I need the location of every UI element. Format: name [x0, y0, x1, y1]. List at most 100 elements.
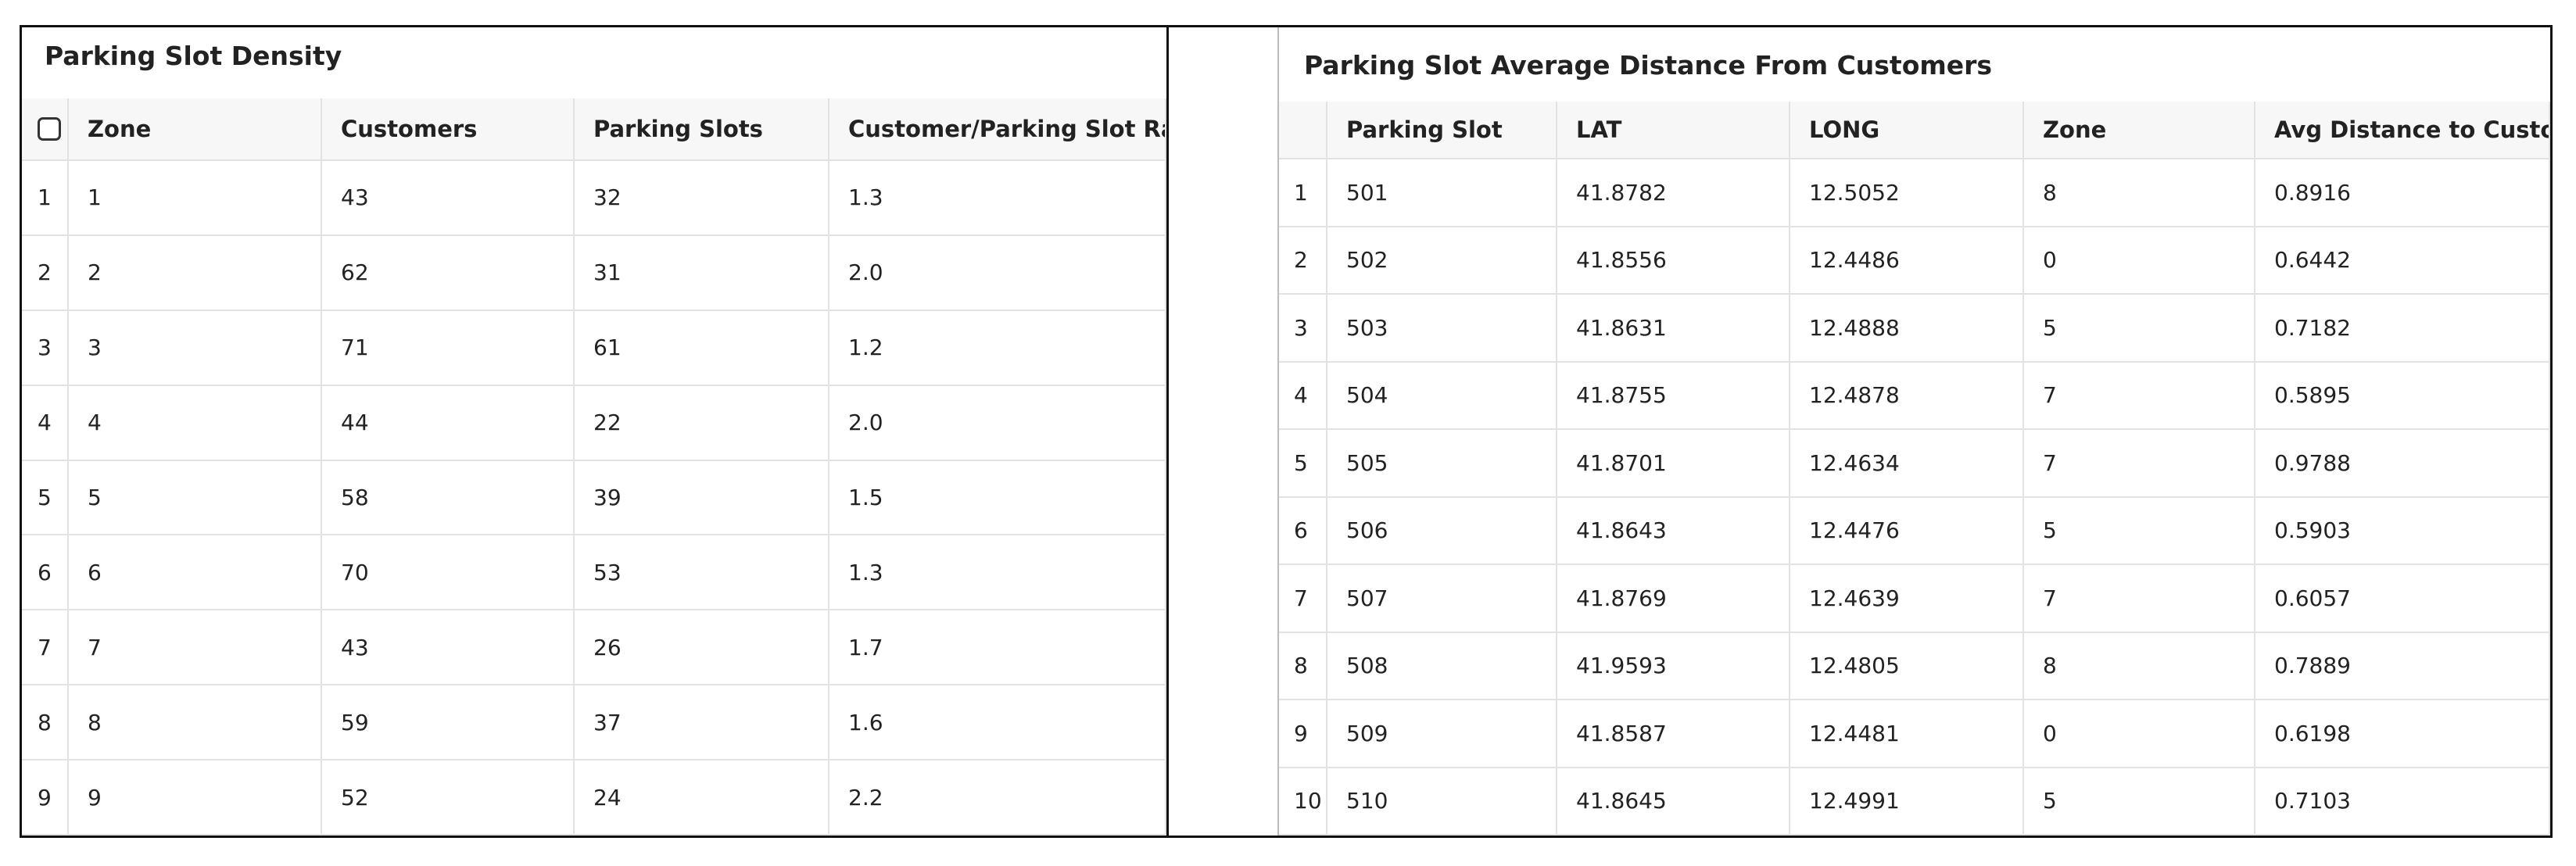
table-cell: 2.0 — [829, 235, 1166, 311]
table-cell: 0.5895 — [2255, 362, 2550, 430]
table-cell: 43 — [322, 610, 575, 686]
table-cell: 41.8587 — [1557, 700, 1790, 768]
row-number: 8 — [22, 685, 69, 761]
table-cell: 61 — [575, 310, 829, 386]
table-cell: 37 — [575, 685, 829, 761]
table-cell: 59 — [322, 685, 575, 761]
table-cell: 31 — [575, 235, 829, 311]
table-cell: 4 — [69, 385, 322, 461]
header-cell[interactable] — [22, 98, 69, 161]
column-header: Parking Slot — [1327, 102, 1557, 159]
table-cell: 0 — [2024, 700, 2255, 768]
table-cell: 41.8755 — [1557, 362, 1790, 430]
table-cell: 7 — [2024, 430, 2255, 498]
table-cell: 506 — [1327, 497, 1557, 565]
table-cell: 12.4878 — [1790, 362, 2024, 430]
row-number: 3 — [1278, 295, 1327, 363]
table-cell: 509 — [1327, 700, 1557, 768]
column-header: LAT — [1557, 102, 1790, 159]
column-header: Avg Distance to Customers — [2255, 102, 2550, 159]
table-cell: 0.9788 — [2255, 430, 2550, 498]
table-cell: 53 — [575, 535, 829, 611]
table-cell: 1.3 — [829, 161, 1166, 236]
table-cell: 41.8701 — [1557, 430, 1790, 498]
table-cell: 507 — [1327, 565, 1557, 633]
table-cell: 12.4888 — [1790, 295, 2024, 363]
column-header: Zone — [2024, 102, 2255, 159]
table-cell: 0 — [2024, 227, 2255, 295]
table-cell: 9 — [69, 760, 322, 836]
row-number: 4 — [22, 385, 69, 461]
table-cell: 41.8643 — [1557, 497, 1790, 565]
table-cell: 1 — [69, 161, 322, 236]
table-cell: 501 — [1327, 159, 1557, 227]
table-cell: 0.6198 — [2255, 700, 2550, 768]
table-cell: 41.8769 — [1557, 565, 1790, 633]
row-number: 7 — [1278, 565, 1327, 633]
row-number: 9 — [22, 760, 69, 836]
row-number: 2 — [1278, 227, 1327, 295]
table-cell: 508 — [1327, 632, 1557, 700]
table-cell: 12.4486 — [1790, 227, 2024, 295]
table-cell: 43 — [322, 161, 575, 236]
table-cell: 2 — [69, 235, 322, 311]
table-cell: 12.5052 — [1790, 159, 2024, 227]
select-all-checkbox[interactable] — [38, 117, 61, 141]
table-cell: 41.9593 — [1557, 632, 1790, 700]
table-cell: 22 — [575, 385, 829, 461]
table-cell: 32 — [575, 161, 829, 236]
row-number: 8 — [1278, 632, 1327, 700]
row-number: 4 — [1278, 362, 1327, 430]
column-header: Customer/Parking Slot Ratio — [829, 98, 1166, 161]
table-cell: 12.4634 — [1790, 430, 2024, 498]
table-cell: 7 — [69, 610, 322, 686]
table-cell: 5 — [2024, 295, 2255, 363]
row-number: 2 — [22, 235, 69, 311]
row-number: 5 — [1278, 430, 1327, 498]
table-cell: 12.4639 — [1790, 565, 2024, 633]
table-cell: 8 — [2024, 632, 2255, 700]
table-cell: 58 — [322, 460, 575, 536]
table-cell: 0.7103 — [2255, 768, 2550, 836]
table-cell: 1.2 — [829, 310, 1166, 386]
table-cell: 12.4805 — [1790, 632, 2024, 700]
table-cell: 62 — [322, 235, 575, 311]
row-number: 9 — [1278, 700, 1327, 768]
table-cell: 12.4476 — [1790, 497, 2024, 565]
table-cell: 5 — [2024, 497, 2255, 565]
table-cell: 71 — [322, 310, 575, 386]
table-cell: 12.4481 — [1790, 700, 2024, 768]
row-number: 10 — [1278, 768, 1327, 836]
table-cell: 7 — [2024, 362, 2255, 430]
table-cell: 41.8782 — [1557, 159, 1790, 227]
table-cell: 5 — [2024, 768, 2255, 836]
header-cell — [1278, 102, 1327, 159]
table-cell: 39 — [575, 460, 829, 536]
column-header: Zone — [69, 98, 322, 161]
table-cell: 0.6442 — [2255, 227, 2550, 295]
table-cell: 12.4991 — [1790, 768, 2024, 836]
table-cell: 7 — [2024, 565, 2255, 633]
table-cell: 41.8645 — [1557, 768, 1790, 836]
table-cell: 510 — [1327, 768, 1557, 836]
row-number: 1 — [22, 161, 69, 236]
table-cell: 24 — [575, 760, 829, 836]
table-cell: 26 — [575, 610, 829, 686]
table-cell: 8 — [2024, 159, 2255, 227]
table-cell: 6 — [69, 535, 322, 611]
divider — [1277, 27, 1279, 836]
table-cell: 0.8916 — [2255, 159, 2550, 227]
table-cell: 505 — [1327, 430, 1557, 498]
row-number: 5 — [22, 460, 69, 536]
table-cell: 0.6057 — [2255, 565, 2550, 633]
row-number: 6 — [1278, 497, 1327, 565]
row-number: 3 — [22, 310, 69, 386]
row-number: 6 — [22, 535, 69, 611]
table-cell: 0.7889 — [2255, 632, 2550, 700]
table-cell: 5 — [69, 460, 322, 536]
table-cell: 44 — [322, 385, 575, 461]
column-header: Customers — [322, 98, 575, 161]
table-cell: 0.5903 — [2255, 497, 2550, 565]
table-cell: 41.8556 — [1557, 227, 1790, 295]
table-cell: 502 — [1327, 227, 1557, 295]
